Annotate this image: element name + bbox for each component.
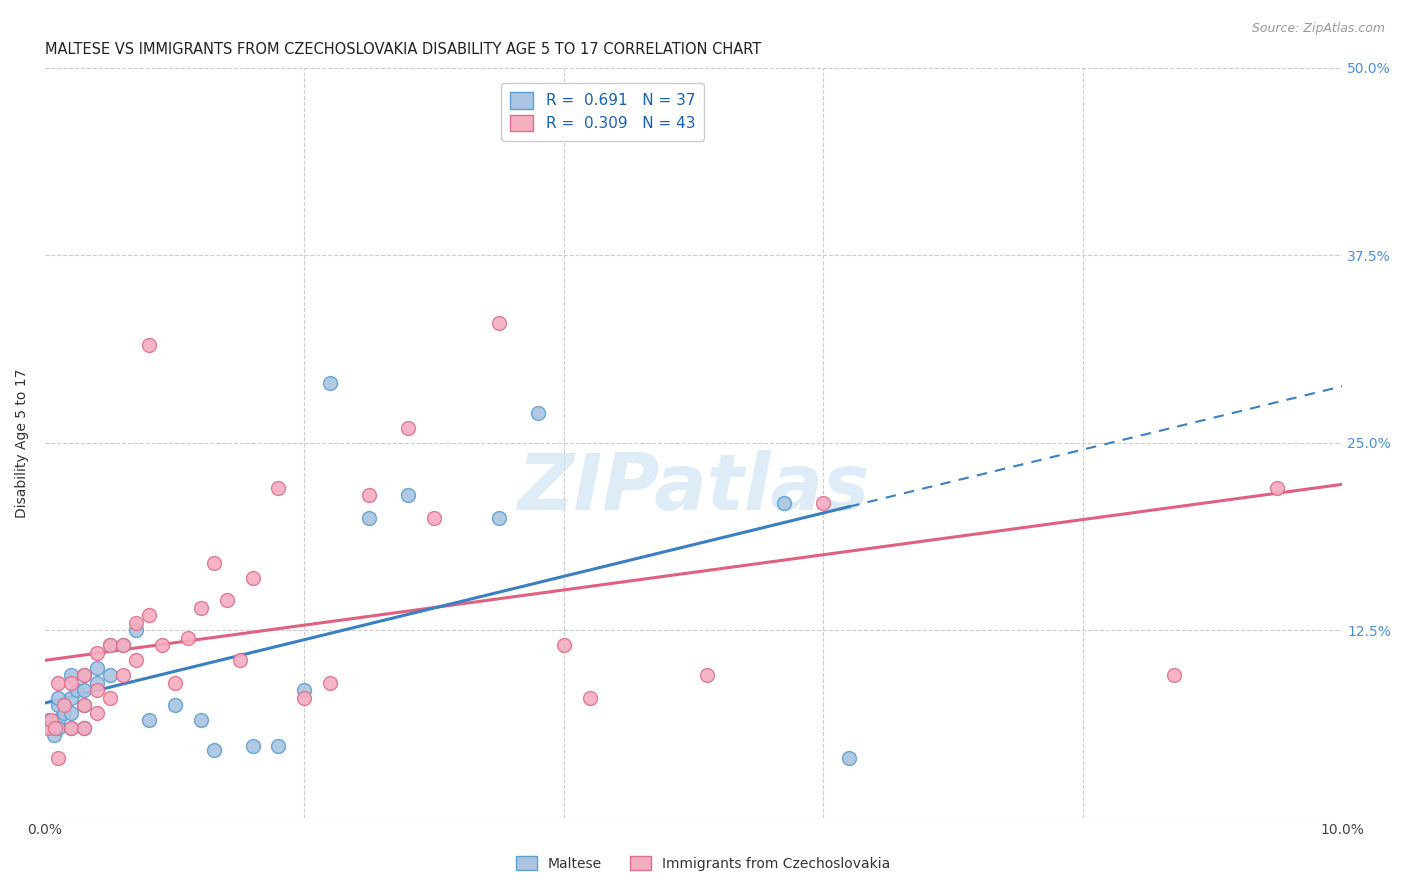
Point (359, 488, 381, 502)
Point (73, 721, 96, 735)
Point (125, 615, 148, 630)
Point (242, 571, 264, 585)
Point (163, 698, 186, 713)
Point (138, 338, 160, 352)
Point (527, 406, 550, 420)
Point (46, 676, 69, 690)
Point (46, 714, 69, 728)
Point (396, 421, 419, 435)
Point (46, 698, 69, 713)
Point (41, 721, 63, 735)
Point (111, 639, 134, 653)
Point (1267, 481, 1289, 495)
Point (125, 624, 148, 638)
Point (190, 601, 212, 615)
Point (73, 698, 96, 713)
Point (59, 676, 82, 690)
Point (98, 639, 121, 653)
Point (838, 751, 860, 765)
Point (73, 683, 96, 698)
Point (163, 676, 186, 690)
Point (98, 668, 121, 682)
Point (579, 690, 602, 705)
Point (176, 631, 198, 645)
Point (46, 721, 69, 735)
Point (773, 496, 796, 510)
Text: MALTESE VS IMMIGRANTS FROM CZECHOSLOVAKIA DISABILITY AGE 5 TO 17 CORRELATION CHA: MALTESE VS IMMIGRANTS FROM CZECHOSLOVAKI… (45, 42, 761, 57)
Point (86, 706, 108, 720)
Point (267, 481, 290, 495)
Point (42, 729, 65, 743)
Point (190, 714, 212, 728)
Point (359, 511, 381, 525)
Point (73, 698, 96, 713)
Point (138, 714, 160, 728)
Point (111, 639, 134, 653)
Point (53, 698, 76, 713)
Legend: Maltese, Immigrants from Czechoslovakia: Maltese, Immigrants from Czechoslovakia (510, 850, 896, 876)
Point (242, 739, 264, 753)
Point (59, 668, 82, 682)
Point (86, 661, 108, 675)
Point (423, 511, 446, 525)
Point (46, 690, 69, 705)
Point (73, 721, 96, 735)
Text: ZIPatlas: ZIPatlas (517, 450, 870, 526)
Point (150, 639, 173, 653)
Point (37, 721, 59, 735)
Point (59, 721, 82, 735)
Point (696, 668, 718, 682)
Point (73, 668, 96, 682)
Point (228, 653, 250, 667)
Point (86, 683, 108, 698)
Point (59, 690, 82, 705)
Point (59, 706, 82, 720)
Y-axis label: Disability Age 5 to 17: Disability Age 5 to 17 (15, 368, 30, 517)
Point (396, 488, 419, 502)
Legend: R =  0.691   N = 37, R =  0.309   N = 43: R = 0.691 N = 37, R = 0.309 N = 43 (502, 83, 704, 141)
Point (319, 376, 342, 390)
Point (38, 714, 60, 728)
Point (202, 743, 225, 757)
Point (488, 511, 510, 525)
Point (86, 646, 108, 660)
Point (202, 556, 225, 570)
Point (294, 683, 316, 698)
Point (53, 706, 76, 720)
Point (125, 653, 148, 667)
Point (553, 639, 575, 653)
Point (98, 639, 121, 653)
Point (98, 690, 121, 705)
Point (294, 690, 316, 705)
Point (813, 496, 835, 510)
Point (44, 721, 66, 735)
Point (66, 683, 89, 698)
Point (59, 721, 82, 735)
Point (111, 668, 134, 682)
Point (488, 316, 510, 330)
Point (41, 714, 63, 728)
Point (138, 608, 160, 623)
Text: Source: ZipAtlas.com: Source: ZipAtlas.com (1251, 22, 1385, 36)
Point (86, 676, 108, 690)
Point (46, 751, 69, 765)
Point (1163, 668, 1185, 682)
Point (319, 676, 342, 690)
Point (267, 739, 290, 753)
Point (73, 668, 96, 682)
Point (215, 593, 238, 607)
